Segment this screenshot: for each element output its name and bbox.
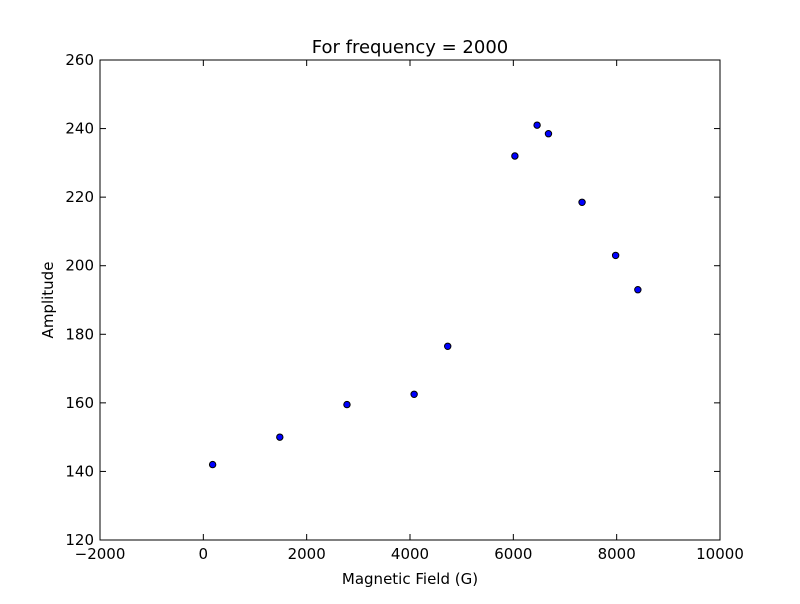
- data-point: [634, 286, 642, 294]
- x-tick-label: 8000: [598, 545, 636, 563]
- axis-ticks: −2000 0 2000 4000 6000 8000 10000 120 140 160 180 2…: [65, 51, 744, 563]
- data-point: [410, 390, 418, 398]
- x-tick-label: 6000: [494, 545, 532, 563]
- y-axis-label: Amplitude: [39, 262, 57, 339]
- y-tick-label: 160: [65, 394, 94, 412]
- x-tick-label: 2000: [288, 545, 326, 563]
- y-tick-label: 120: [65, 531, 94, 549]
- data-point: [343, 400, 351, 409]
- y-tick-label: 200: [65, 257, 94, 275]
- y-tick-label: 140: [65, 462, 94, 480]
- data-point: [511, 152, 519, 160]
- x-tick-label: 4000: [391, 545, 429, 563]
- data-point: [611, 251, 620, 260]
- y-tick-label: 220: [65, 188, 94, 206]
- y-tick-label: 260: [65, 51, 94, 69]
- plot-frame: [99, 59, 721, 541]
- y-tick-label: 180: [65, 325, 94, 343]
- x-axis-label: Magnetic Field (G): [342, 570, 478, 588]
- data-point: [533, 121, 541, 129]
- chart-title: For frequency = 2000: [312, 37, 508, 58]
- data-point: [578, 198, 586, 206]
- data-point: [208, 460, 217, 469]
- x-tick-label: 0: [199, 545, 209, 563]
- data-point: [444, 342, 452, 350]
- data-points: [208, 121, 642, 469]
- data-point: [276, 433, 284, 441]
- plot-area: [100, 60, 720, 540]
- data-point: [544, 130, 553, 138]
- x-tick-label: −2000: [75, 545, 126, 563]
- y-tick-label: 240: [65, 120, 94, 138]
- x-tick-label: 10000: [696, 545, 744, 563]
